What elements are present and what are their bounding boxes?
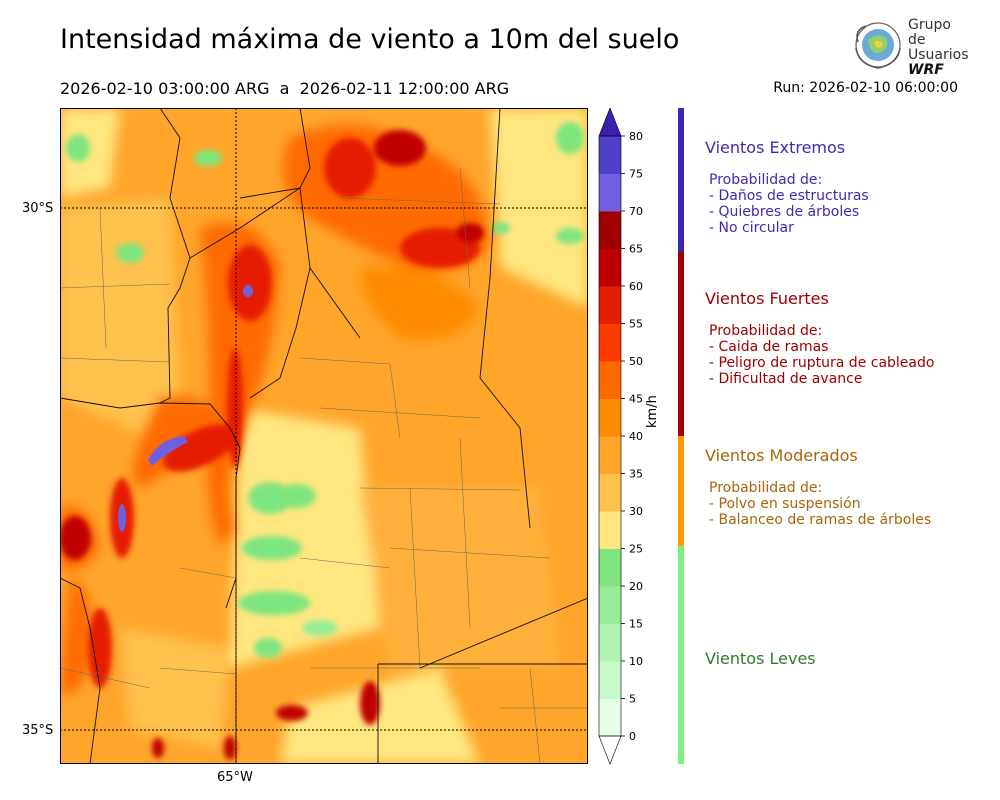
colorbar-extend-max <box>598 107 622 137</box>
lat-label-35s: 35°S <box>22 723 54 738</box>
globe-logo-icon <box>855 22 901 69</box>
colorbar-tick-label: 20 <box>629 580 643 593</box>
colorbar-segment <box>599 511 621 549</box>
colorbar-segment <box>599 698 621 737</box>
moderate-intro: Probabilidad de: <box>709 480 823 496</box>
colorbar-svg: 0 5 10 15 20 25 30 35 40 45 50 55 60 65 70 75 80 <box>598 107 643 765</box>
strong-desc: Probabilidad de: - Caida de ramas - Peli… <box>709 323 934 387</box>
colorbar-unit: km/h <box>645 395 660 428</box>
colorbar-tick-label: 80 <box>629 130 643 143</box>
moderate-item-2: - Balanceo de ramas de árboles <box>709 512 932 528</box>
moderate-title: Vientos Moderados <box>705 446 858 465</box>
extreme-item-1: - Daños de estructuras <box>709 188 869 204</box>
lat-label-30s: 30°S <box>22 201 54 216</box>
colorbar-tick-label: 35 <box>629 468 643 481</box>
wind-map <box>60 108 588 764</box>
light-zones <box>66 122 584 658</box>
colorbar-tick-label: 50 <box>629 355 643 368</box>
moderate-band <box>678 436 684 546</box>
colorbar-segment <box>599 286 621 324</box>
colorbar-tick-label: 70 <box>629 205 643 218</box>
moderate-desc: Probabilidad de: - Polvo en suspensión -… <box>709 480 931 528</box>
colorbar-tick-label: 40 <box>629 430 643 443</box>
moderate-item-1: - Polvo en suspensión <box>709 496 861 512</box>
colorbar-extend-min <box>598 735 622 765</box>
logo-line-2: Usuarios <box>908 47 969 63</box>
colorbar-tick-label: 45 <box>629 393 643 406</box>
wind-category-legend: Vientos Extremos Probabilidad de: - Daño… <box>678 108 988 764</box>
light-title: Vientos Leves <box>705 649 816 668</box>
colorbar-tick-label: 55 <box>629 318 643 331</box>
colorbar-segment <box>599 136 621 174</box>
colorbar-segment <box>599 623 621 662</box>
colorbar-segment <box>599 473 621 512</box>
colorbar-tick-label: 15 <box>629 618 643 631</box>
light-band <box>678 546 684 764</box>
forecast-period: 2026-02-10 03:00:00 ARG a 2026-02-11 12:… <box>60 79 510 98</box>
lon-label-65w: 65°W <box>217 770 253 785</box>
colorbar-tick-label: 75 <box>629 168 643 181</box>
colorbar-segment <box>599 398 621 437</box>
extreme-title: Vientos Extremos <box>705 138 846 157</box>
colorbar-segment <box>599 436 621 474</box>
department-boundaries <box>60 167 588 764</box>
colorbar-tick-label: 65 <box>629 243 643 256</box>
colorbar-tick-label: 30 <box>629 505 643 518</box>
extreme-item-2: - Quiebres de árboles <box>709 204 860 220</box>
extreme-intro: Probabilidad de: <box>709 172 823 188</box>
extreme-item-3: - No circular <box>709 220 794 236</box>
colorbar-tick-label: 0 <box>629 730 636 743</box>
colorbar-segment <box>599 323 621 362</box>
colorbar: 0 5 10 15 20 25 30 35 40 45 50 55 60 65 70 75 80 <box>598 107 668 768</box>
logo-line-1: Grupo de <box>908 17 951 48</box>
strong-band <box>678 252 684 436</box>
colorbar-tick-label: 10 <box>629 655 643 668</box>
strong-intro: Probabilidad de: <box>709 323 823 339</box>
strong-title: Vientos Fuertes <box>705 289 829 308</box>
extreme-zones <box>118 285 253 532</box>
colorbar-segment <box>599 248 621 287</box>
colorbar-segment <box>599 548 621 587</box>
colorbar-segment <box>599 361 621 399</box>
logo-line-3: WRF <box>908 62 944 78</box>
extreme-desc: Probabilidad de: - Daños de estructuras … <box>709 172 869 236</box>
colorbar-tick-label: 25 <box>629 543 643 556</box>
colorbar-segment <box>599 173 621 212</box>
colorbar-segment <box>599 661 621 699</box>
strong-item-2: - Peligro de ruptura de cableado <box>709 355 935 371</box>
grupo-usuarios-wrf-logo: Grupo de Usuarios WRF <box>848 17 969 78</box>
wind-field-svg <box>60 108 588 764</box>
run-time: Run: 2026-02-10 06:00:00 <box>773 80 958 96</box>
colorbar-segment <box>599 586 621 624</box>
map-title: Intensidad máxima de viento a 10m del su… <box>60 24 680 55</box>
colorbar-tick-label: 60 <box>629 280 643 293</box>
strong-item-3: - Dificultad de avance <box>709 371 863 387</box>
severe-zones <box>60 130 484 760</box>
colorbar-tick-label: 5 <box>629 693 636 706</box>
moderate-zones <box>60 108 588 764</box>
strong-item-1: - Caida de ramas <box>709 339 829 355</box>
map-frame <box>60 108 588 764</box>
colorbar-segment <box>599 211 621 249</box>
extreme-band <box>678 108 684 252</box>
